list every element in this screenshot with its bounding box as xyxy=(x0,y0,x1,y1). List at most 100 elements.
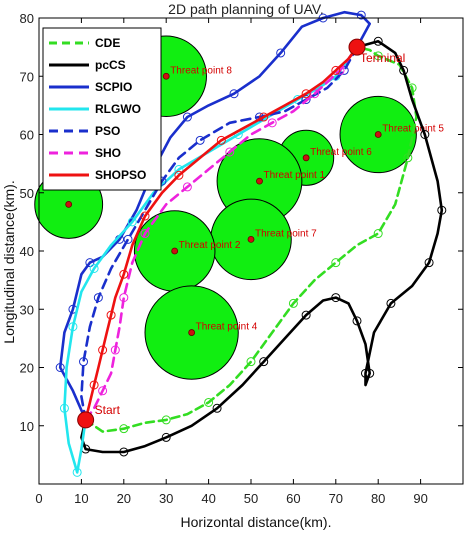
endpoint-layer: Start Terminal xyxy=(77,38,405,429)
series-point xyxy=(403,153,413,163)
threat-center xyxy=(171,247,179,255)
series-point xyxy=(301,89,311,99)
chart-title: 2D path planning of UAV. xyxy=(168,1,324,17)
y-tick-label: 30 xyxy=(20,302,34,317)
y-tick-label: 50 xyxy=(20,186,34,201)
threat-center xyxy=(188,329,196,336)
series-point xyxy=(123,234,133,244)
y-axis-label: Longitudinal distance(km). xyxy=(1,180,17,343)
series-point xyxy=(119,269,129,279)
y-tick-label: 10 xyxy=(20,419,34,434)
series-point xyxy=(174,170,184,180)
threat-label: Threat point 7 xyxy=(255,228,317,239)
series-point xyxy=(356,10,366,20)
y-tick-label: 80 xyxy=(20,11,34,26)
series-point xyxy=(106,310,116,320)
y-tick-label: 60 xyxy=(20,128,34,143)
y-tick-label: 40 xyxy=(20,244,34,259)
series-point xyxy=(79,357,89,367)
series-point xyxy=(55,363,65,372)
threat-label: Threat point 4 xyxy=(196,322,258,333)
legend: CDE pcCS SCPIO RLGWO PSO SHO SHOPSO xyxy=(42,27,162,191)
series-line xyxy=(63,45,359,474)
series-point xyxy=(360,368,370,378)
series-point xyxy=(127,217,137,227)
legend-entry-label: SHO xyxy=(95,146,121,160)
series-point xyxy=(68,322,78,332)
series-line xyxy=(84,45,418,433)
series-point xyxy=(110,345,120,355)
x-tick-label: 80 xyxy=(371,491,385,506)
threat-center xyxy=(256,177,263,185)
series-point xyxy=(174,164,184,174)
series-point xyxy=(119,293,129,303)
series-point xyxy=(119,447,129,457)
series-point xyxy=(288,298,298,308)
series-line xyxy=(80,45,359,422)
x-axis-label: Horizontal distance(km). xyxy=(181,514,332,530)
series-point xyxy=(373,36,383,46)
x-tick-label: 90 xyxy=(413,491,427,506)
legend-entry-label: CDE xyxy=(95,36,120,50)
series-point xyxy=(437,205,447,215)
terminal-label: Terminal xyxy=(360,51,405,65)
series-point xyxy=(140,211,150,221)
series-point xyxy=(424,258,434,268)
series-point xyxy=(59,403,69,413)
threat-label: Threat point 6 xyxy=(310,147,372,158)
series-line xyxy=(58,10,372,422)
threat-center xyxy=(374,131,382,138)
x-tick-label: 40 xyxy=(201,491,215,506)
series-point xyxy=(89,263,99,273)
y-tick-label: 20 xyxy=(20,361,34,376)
series-point xyxy=(72,467,82,477)
legend-entry-label: SHOPSO xyxy=(95,168,146,182)
series-line xyxy=(80,39,444,454)
series-point xyxy=(399,65,409,75)
series-point xyxy=(212,403,222,413)
series-point xyxy=(140,229,150,239)
series-point xyxy=(98,345,108,355)
series-point xyxy=(276,48,286,58)
axes-layer: 0 10 20 30 40 50 60 70 80 90 10 20 30 40 50 60 70 80 xyxy=(20,11,463,506)
series-point xyxy=(89,380,99,390)
series-point xyxy=(365,368,375,378)
series-point xyxy=(119,424,129,434)
threat-label: Threat point 1 xyxy=(263,170,325,181)
series-point xyxy=(225,147,235,157)
series-point xyxy=(246,357,256,367)
series-point xyxy=(386,298,396,308)
series-point xyxy=(204,397,214,407)
y-tick-label: 70 xyxy=(20,69,34,84)
threat-label: Threat point 2 xyxy=(179,240,241,251)
series-point xyxy=(98,386,108,396)
x-tick-label: 10 xyxy=(74,491,88,506)
series-layer xyxy=(55,10,447,477)
series-point xyxy=(420,130,430,139)
x-tick-label: 70 xyxy=(329,491,343,506)
legend-entry-label: pcCS xyxy=(95,58,126,72)
series-point xyxy=(182,182,192,192)
series-point xyxy=(182,112,192,122)
terminal-marker xyxy=(348,38,366,56)
series-point xyxy=(259,112,269,122)
threat-center xyxy=(302,154,310,162)
series-point xyxy=(331,258,341,268)
series-point xyxy=(195,135,205,145)
series-point xyxy=(301,310,311,320)
series-point xyxy=(373,229,383,239)
threat-center xyxy=(65,200,73,208)
legend-entry-label: PSO xyxy=(95,124,120,138)
legend-entry-label: SCPIO xyxy=(95,80,132,94)
series-point xyxy=(352,316,362,326)
x-tick-label: 50 xyxy=(244,491,258,506)
series-point xyxy=(373,51,383,61)
series-point xyxy=(301,95,311,105)
series-point xyxy=(85,258,95,268)
start-label: Start xyxy=(95,403,121,417)
series-point xyxy=(259,357,269,367)
series-point xyxy=(93,293,103,303)
series-point xyxy=(331,65,341,75)
threat-center xyxy=(247,235,255,243)
